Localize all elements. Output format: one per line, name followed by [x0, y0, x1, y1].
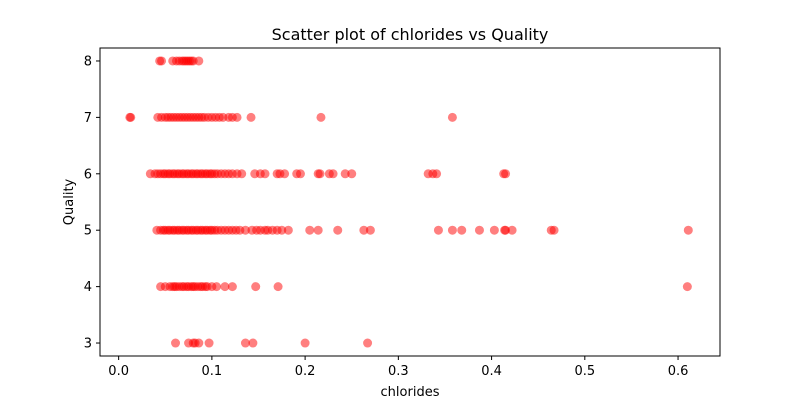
y-axis-ticks: 3 4 5 6 7 8	[84, 54, 100, 352]
y-tick-label: 4	[84, 280, 92, 295]
data-point	[347, 169, 357, 179]
data-point	[359, 225, 369, 235]
data-point	[220, 282, 230, 292]
x-tick-label: 0.6	[668, 364, 689, 379]
data-point	[313, 225, 323, 235]
x-tick-label: 0.0	[108, 364, 129, 379]
data-point	[237, 169, 247, 179]
data-point	[365, 225, 375, 235]
data-point	[333, 225, 343, 235]
y-tick-label: 7	[84, 111, 92, 126]
data-point	[501, 225, 511, 235]
data-point	[295, 169, 305, 179]
data-point	[447, 112, 457, 122]
data-point	[227, 282, 237, 292]
data-point	[273, 282, 283, 292]
data-point	[363, 338, 373, 348]
x-tick-label: 0.1	[202, 364, 223, 379]
data-point	[316, 112, 326, 122]
data-point	[328, 169, 338, 179]
data-point	[212, 282, 222, 292]
data-point	[340, 169, 350, 179]
y-tick-label: 8	[84, 54, 92, 69]
y-tick-label: 6	[84, 167, 92, 182]
data-point	[474, 225, 484, 235]
x-axis-ticks: 0.0 0.1 0.2 0.3 0.4 0.5 0.6	[108, 356, 688, 379]
y-tick-label: 3	[84, 337, 92, 352]
data-point	[683, 225, 693, 235]
data-point	[280, 169, 290, 179]
data-point	[171, 338, 181, 348]
data-point	[277, 225, 287, 235]
data-point	[157, 56, 167, 66]
data-point	[240, 225, 250, 235]
data-point	[457, 225, 467, 235]
data-point	[315, 169, 325, 179]
data-point	[507, 225, 517, 235]
data-point	[447, 225, 457, 235]
data-point	[260, 169, 270, 179]
data-point	[240, 338, 250, 348]
data-point	[232, 112, 242, 122]
plot-frame	[99, 47, 721, 357]
data-point	[305, 225, 315, 235]
data-point	[300, 338, 310, 348]
chart-title: Scatter plot of chlorides vs Quality	[272, 25, 549, 44]
data-point	[194, 56, 204, 66]
data-point	[682, 282, 692, 292]
data-point	[204, 338, 214, 348]
data-point	[489, 225, 499, 235]
x-tick-label: 0.4	[481, 364, 502, 379]
data-point	[283, 225, 293, 235]
data-point	[251, 282, 261, 292]
data-point	[549, 225, 559, 235]
data-point	[432, 169, 442, 179]
x-axis-label: chlorides	[381, 385, 440, 400]
y-tick-label: 5	[84, 224, 92, 239]
data-point	[501, 169, 511, 179]
x-tick-label: 0.3	[388, 364, 409, 379]
data-point	[433, 225, 443, 235]
data-point	[126, 112, 136, 122]
data-point	[194, 338, 204, 348]
y-axis-label: Quality	[62, 178, 77, 225]
x-tick-label: 0.5	[574, 364, 595, 379]
x-tick-label: 0.2	[295, 364, 316, 379]
points-layer	[125, 56, 693, 348]
data-point	[248, 338, 258, 348]
data-point	[246, 112, 256, 122]
